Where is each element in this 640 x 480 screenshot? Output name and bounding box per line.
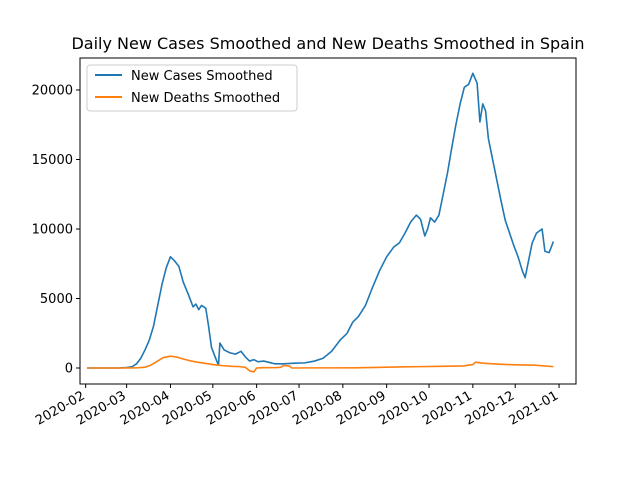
y-axis: 0 5000 10000 15000 20000 — [32, 83, 80, 377]
x-tick-label: 2020-07 — [246, 388, 301, 428]
series-line-new-cases — [87, 72, 555, 369]
y-tick-label: 20000 — [32, 83, 73, 98]
x-tick-label: 2020-08 — [290, 388, 345, 428]
legend: New Cases Smoothed New Deaths Smoothed — [86, 64, 298, 112]
y-tick-label: 0 — [65, 362, 73, 377]
legend-box — [86, 64, 298, 112]
x-axis: 2020-022020-032020-042020-052020-062020-… — [33, 384, 561, 429]
plot-frame — [79, 57, 577, 385]
y-tick-label: 15000 — [32, 153, 73, 168]
legend-label-cases: New Cases Smoothed — [131, 69, 273, 84]
x-tick-label: 2020-12 — [463, 388, 518, 428]
x-tick-label: 2021-01 — [506, 388, 561, 428]
series-line-new-deaths — [87, 355, 554, 373]
plot-series-group — [87, 72, 555, 373]
y-tick-label: 5000 — [40, 292, 73, 307]
y-tick-label: 10000 — [32, 222, 73, 237]
chart-title: Daily New Cases Smoothed and New Deaths … — [71, 34, 584, 53]
x-tick-label: 2020-05 — [160, 388, 215, 428]
x-tick-label: 2020-10 — [376, 388, 431, 428]
legend-label-deaths: New Deaths Smoothed — [131, 91, 280, 106]
